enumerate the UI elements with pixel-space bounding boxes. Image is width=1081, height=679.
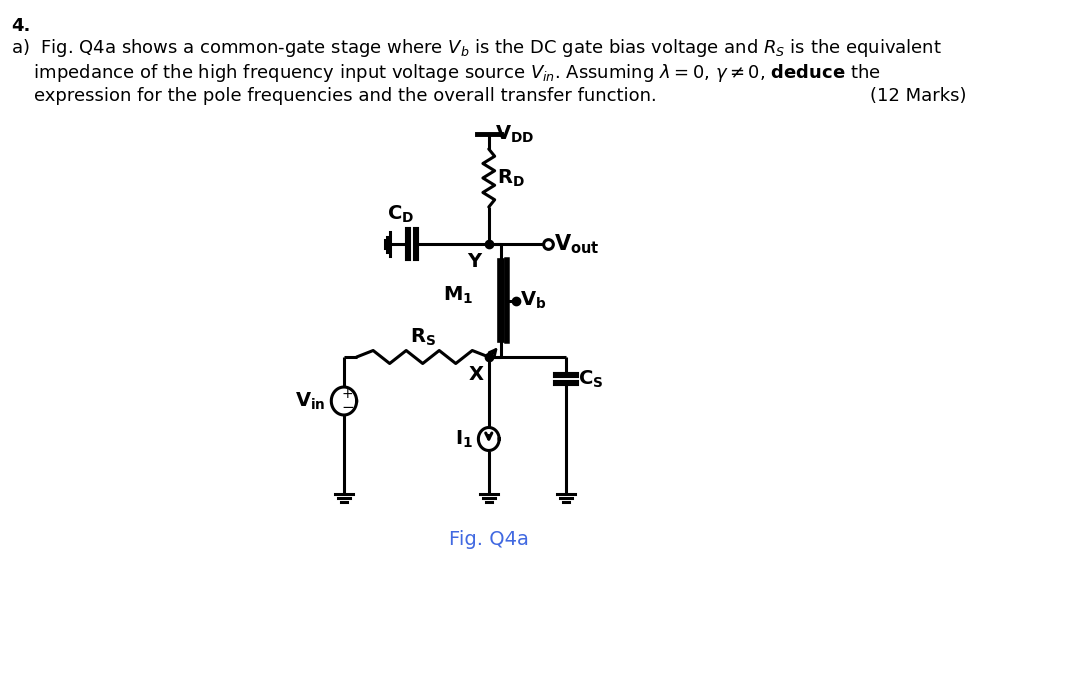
Text: $\mathbf{V_{out}}$: $\mathbf{V_{out}}$ — [553, 232, 600, 256]
Text: $\mathbf{I_1}$: $\mathbf{I_1}$ — [455, 428, 472, 449]
Text: $\mathbf{C_S}$: $\mathbf{C_S}$ — [578, 368, 604, 390]
Text: Fig. Q4a: Fig. Q4a — [449, 530, 529, 549]
Text: $\mathbf{Y}$: $\mathbf{Y}$ — [467, 252, 483, 271]
Text: 4.: 4. — [11, 17, 30, 35]
Text: +: + — [342, 387, 353, 401]
Text: $\mathbf{M_1}$: $\mathbf{M_1}$ — [443, 285, 473, 306]
Text: $\mathbf{X}$: $\mathbf{X}$ — [468, 365, 484, 384]
Text: impedance of the high frequency input voltage source $V_{in}$. Assuming $\lambda: impedance of the high frequency input vo… — [11, 62, 881, 84]
Text: a)  Fig. Q4a shows a common-gate stage where $V_b$ is the DC gate bias voltage a: a) Fig. Q4a shows a common-gate stage wh… — [11, 37, 942, 59]
Text: $\mathbf{R_D}$: $\mathbf{R_D}$ — [497, 167, 524, 189]
Text: −: − — [342, 401, 353, 416]
Text: $\mathbf{V_{in}}$: $\mathbf{V_{in}}$ — [295, 390, 325, 411]
Text: $\mathbf{C_D}$: $\mathbf{C_D}$ — [387, 204, 414, 225]
Text: $\mathbf{V_{DD}}$: $\mathbf{V_{DD}}$ — [495, 124, 534, 145]
Text: expression for the pole frequencies and the overall transfer function.: expression for the pole frequencies and … — [11, 87, 656, 105]
Text: (12 Marks): (12 Marks) — [870, 87, 966, 105]
Text: $\mathbf{R_S}$: $\mathbf{R_S}$ — [410, 327, 436, 348]
Text: $\mathbf{V_b}$: $\mathbf{V_b}$ — [520, 290, 547, 311]
